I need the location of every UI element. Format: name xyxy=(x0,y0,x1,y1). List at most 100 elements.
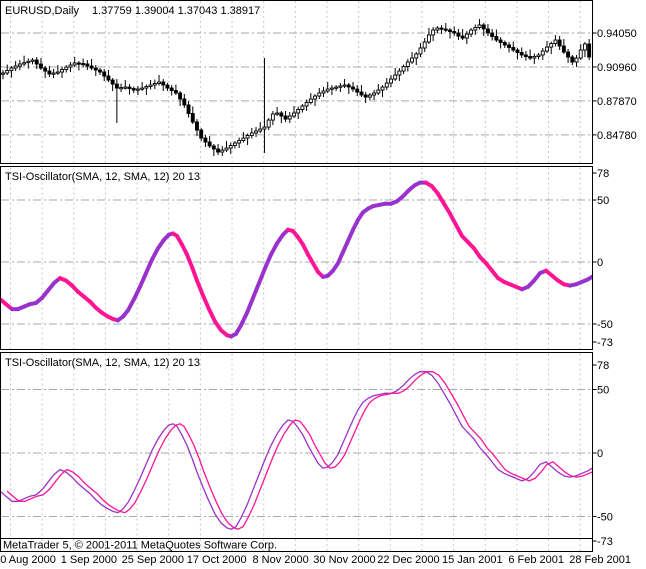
tsi1-axis-label: 78 xyxy=(597,168,609,180)
tsi-thick-segment xyxy=(257,266,267,286)
tsi-thick-segment xyxy=(336,250,345,266)
candle xyxy=(477,24,482,28)
price-axis-label: 0.84780 xyxy=(597,130,637,142)
candle xyxy=(249,132,254,136)
candle xyxy=(102,71,107,77)
candle xyxy=(241,137,246,141)
date-label: 28 Feb 2001 xyxy=(569,554,631,566)
tsi-panel-2-title: TSI-Oscillator(SMA, 12, SMA, 12) 20 13 xyxy=(5,357,200,369)
date-label: 10 Aug 2000 xyxy=(0,554,56,566)
tsi-thick-segment xyxy=(586,274,592,282)
candle xyxy=(304,102,309,107)
candle xyxy=(397,70,402,76)
candle xyxy=(448,29,452,32)
candle xyxy=(452,31,457,34)
candle xyxy=(515,49,520,53)
tsi2-axis-label: 0 xyxy=(597,448,603,460)
candle xyxy=(266,119,271,128)
candle xyxy=(275,112,280,115)
tsi-thick-segment xyxy=(341,238,350,255)
price-axis-label: 0.87870 xyxy=(597,96,637,108)
candle xyxy=(355,88,360,93)
tsi2-axis-label: 78 xyxy=(597,360,609,372)
candle xyxy=(481,24,486,30)
date-label: 1 Sep 2000 xyxy=(61,554,117,566)
tsi-panel-1-title: TSI-Oscillator(SMA, 12, SMA, 12) 20 13 xyxy=(5,171,200,183)
candle xyxy=(325,88,330,92)
candle xyxy=(152,83,157,86)
date-label: 30 Nov 2000 xyxy=(313,554,375,566)
candle xyxy=(207,141,212,147)
tsi-thick-segment xyxy=(448,211,458,227)
tsi-oscillator-panel-2-area[interactable] xyxy=(0,371,599,530)
date-label: 6 Feb 2001 xyxy=(508,554,564,566)
candle xyxy=(523,54,528,57)
candle xyxy=(68,64,73,68)
candle xyxy=(270,113,275,121)
candle xyxy=(220,149,225,153)
tsi-thick-segment xyxy=(207,307,217,324)
candle xyxy=(296,109,301,114)
price-axis-label: 0.90960 xyxy=(597,62,637,74)
candle xyxy=(161,81,166,86)
candle xyxy=(566,51,571,58)
candle xyxy=(342,84,347,87)
tsi1-axis-label: -73 xyxy=(597,337,613,349)
price-axis-label: 0.94050 xyxy=(597,28,637,40)
candle xyxy=(165,84,170,89)
candle xyxy=(321,90,326,94)
candle xyxy=(443,28,448,31)
tsi-thick-segment xyxy=(150,246,160,262)
candle xyxy=(502,42,507,46)
date-label: 25 Sep 2000 xyxy=(122,554,184,566)
candle xyxy=(131,88,136,91)
candle xyxy=(224,147,229,151)
tsi-thick-segment xyxy=(132,284,142,302)
tsi-oscillator-panel-1-area[interactable] xyxy=(0,180,592,339)
date-label: 8 Nov 2000 xyxy=(252,554,308,566)
candle xyxy=(456,32,461,37)
candlestick-chart-area[interactable] xyxy=(1,18,592,157)
candle xyxy=(549,43,554,48)
candle xyxy=(85,63,90,67)
price-panel-title-symbol: EURUSD,Daily xyxy=(5,5,79,17)
date-label: 15 Jan 2001 xyxy=(442,554,503,566)
candle xyxy=(393,74,398,80)
price-scale-axis[interactable]: 0.94050 0.90960 0.87870 0.84780 78 50 0 -50 -73 7… xyxy=(592,28,637,548)
candle xyxy=(367,94,372,98)
candle xyxy=(55,71,60,74)
time-scale-axis[interactable]: 10 Aug 2000 1 Sep 2000 25 Sep 2000 17 Oct 2… xyxy=(0,554,631,566)
candle xyxy=(262,126,267,130)
candle xyxy=(30,59,35,62)
tsi-thick-segment xyxy=(251,281,261,300)
candle xyxy=(426,34,431,43)
candle xyxy=(110,79,115,85)
candle xyxy=(47,70,52,75)
candle xyxy=(178,92,183,100)
candle xyxy=(34,59,39,65)
candle xyxy=(351,86,355,90)
candle xyxy=(553,39,558,45)
tsi-thick-segment xyxy=(185,252,194,269)
tsi-line xyxy=(1,371,592,530)
candle xyxy=(578,49,583,59)
candle xyxy=(39,63,43,69)
candle xyxy=(283,115,288,120)
candle xyxy=(119,87,124,90)
tsi-thick-segment xyxy=(190,264,199,283)
candle xyxy=(148,84,153,87)
candle xyxy=(519,52,524,56)
candle xyxy=(540,50,545,56)
candle xyxy=(169,87,174,91)
candle xyxy=(26,60,31,64)
candle xyxy=(582,43,587,51)
candle xyxy=(98,69,102,73)
candle xyxy=(317,92,322,97)
candle xyxy=(258,128,263,132)
candle xyxy=(380,86,385,91)
candle xyxy=(114,83,119,89)
candle xyxy=(338,85,343,88)
tsi-thick-segment xyxy=(144,257,154,276)
